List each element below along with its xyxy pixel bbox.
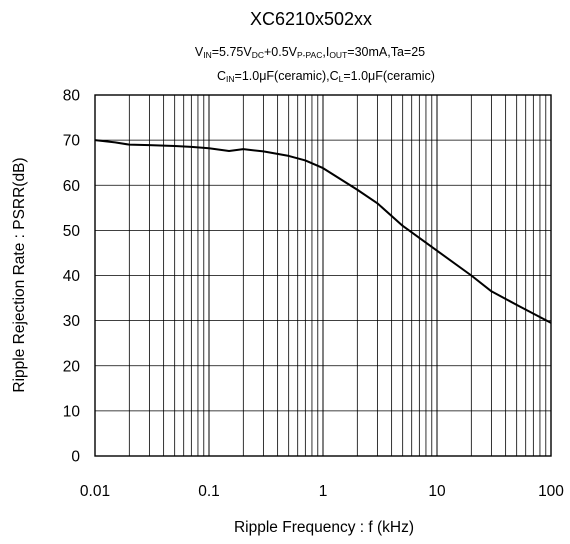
x-axis-label: Ripple Frequency : f (kHz) [234, 519, 414, 536]
y-tick-label: 20 [63, 358, 81, 375]
chart-title: XC6210x502xx [250, 9, 372, 29]
x-tick-labels: 0.01 0.1 1 10 100 [80, 483, 564, 500]
conditions-line-2: CIN=1.0μF(ceramic),CL=1.0μF(ceramic) [217, 69, 435, 84]
y-tick-label: 70 [63, 133, 81, 150]
y-tick-label: 30 [63, 313, 81, 330]
y-tick-label: 10 [63, 403, 81, 420]
plot-frame [94, 94, 552, 457]
y-tick-label: 60 [63, 178, 81, 195]
conditions-line-1: VIN=5.75VDC+0.5VP-PAC,IOUT=30mA,Ta=25 [195, 45, 425, 60]
grid [95, 95, 551, 456]
x-tick-label: 100 [538, 483, 564, 500]
y-axis-label: Ripple Rejection Rate : PSRR(dB) [11, 157, 28, 392]
y-tick-label: 0 [71, 449, 80, 466]
psrr-series-line [94, 139, 552, 324]
y-tick-labels: 0 10 20 30 40 50 60 70 80 [63, 88, 81, 466]
y-tick-label: 40 [63, 268, 81, 285]
x-tick-label: 0.1 [198, 483, 220, 500]
x-tick-label: 0.01 [80, 483, 110, 500]
y-tick-label: 80 [63, 88, 81, 105]
x-tick-label: 10 [428, 483, 446, 500]
x-tick-label: 1 [319, 483, 328, 500]
y-tick-label: 50 [63, 223, 81, 240]
